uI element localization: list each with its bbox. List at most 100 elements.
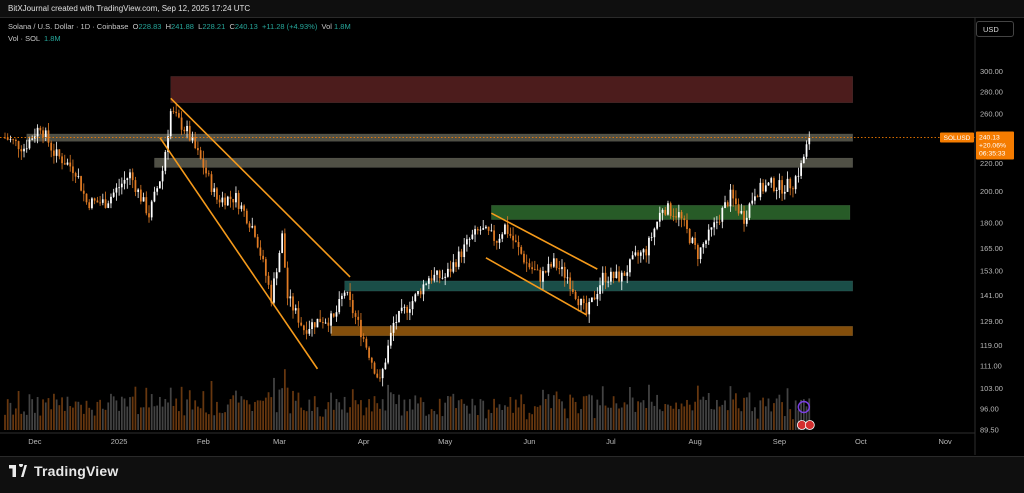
- volume-bar: [533, 406, 536, 430]
- volume-bar: [425, 415, 428, 430]
- volume-bar: [512, 412, 514, 430]
- candle-body: [571, 289, 574, 292]
- candle-body: [688, 228, 691, 243]
- candle-body: [354, 313, 357, 317]
- volume-bar: [571, 397, 574, 430]
- candle-body: [389, 332, 392, 346]
- symbol-name[interactable]: Solana / U.S. Dollar · 1D · Coinbase: [8, 22, 129, 31]
- currency-selector[interactable]: USD: [976, 21, 1014, 37]
- volume-bar: [667, 404, 669, 430]
- volume-bar: [381, 399, 384, 430]
- candle-body: [485, 226, 487, 229]
- volume-bar: [629, 386, 631, 430]
- volume-bar: [797, 410, 800, 430]
- volume-bar: [332, 409, 335, 430]
- candle-body: [607, 281, 610, 283]
- candle-body: [370, 357, 373, 363]
- volume-bar: [509, 396, 512, 430]
- candle-body: [495, 240, 498, 243]
- candle-body: [604, 272, 607, 283]
- volume-bar: [25, 414, 28, 430]
- candle-body: [226, 196, 229, 206]
- candle-body: [789, 178, 792, 189]
- volume-bar: [237, 402, 240, 430]
- volume-bar: [240, 396, 243, 430]
- volume-bar: [351, 389, 354, 430]
- volume-bar: [294, 400, 297, 430]
- candle-body: [506, 224, 509, 234]
- volume-bar: [72, 407, 74, 430]
- volume-bar: [63, 410, 66, 430]
- volume-bar: [69, 406, 72, 430]
- volume-sub-label[interactable]: Vol · SOL: [8, 34, 40, 43]
- candle-body: [278, 252, 281, 273]
- volume-bar: [582, 396, 585, 430]
- candle-body: [39, 127, 42, 131]
- x-tick-label: Dec: [28, 437, 42, 446]
- candle-body: [452, 262, 455, 272]
- volume-bar: [254, 401, 256, 430]
- volume-bar: [319, 416, 322, 430]
- price-chart[interactable]: 300.00280.00260.00240.00220.00200.00180.…: [0, 17, 1024, 455]
- volume-bar: [759, 400, 762, 430]
- candle-body: [115, 187, 118, 193]
- volume-bar: [414, 395, 417, 430]
- candle-body: [591, 297, 593, 303]
- ticker-badge: [940, 132, 974, 143]
- last-price-change: +20.06%: [979, 142, 1006, 149]
- volume-bar: [262, 400, 265, 430]
- volume-bar: [188, 390, 191, 430]
- candle-body: [735, 198, 737, 205]
- volume-bar: [278, 389, 281, 430]
- volume-bar: [264, 397, 267, 430]
- y-tick-label: 89.50: [980, 426, 999, 435]
- volume-bar: [259, 400, 262, 430]
- volume-bar: [360, 400, 362, 430]
- candle-body: [229, 196, 232, 199]
- candle-body: [286, 267, 289, 299]
- volume-bar: [686, 399, 688, 430]
- volume-bar: [232, 395, 235, 430]
- volume-bar: [55, 399, 58, 430]
- volume-bar: [91, 409, 93, 430]
- y-tick-label: 220.00: [980, 159, 1003, 168]
- candle-body: [91, 198, 93, 209]
- candle-body: [63, 163, 66, 165]
- candle-body: [802, 156, 805, 164]
- volume-bar: [808, 398, 811, 430]
- volume-bar: [218, 412, 221, 430]
- volume-bar: [669, 405, 672, 430]
- volume-bar: [591, 395, 593, 430]
- x-tick-label: Aug: [688, 437, 701, 446]
- volume-bar: [675, 402, 678, 430]
- volume-bar: [792, 419, 794, 430]
- candle-body: [498, 238, 501, 243]
- volume-bar: [756, 418, 759, 430]
- candle-body: [561, 266, 563, 270]
- volume-bar: [74, 401, 77, 430]
- volume-bar: [656, 394, 658, 430]
- candle-body: [639, 252, 642, 256]
- candle-body: [9, 139, 12, 141]
- volume-bar: [226, 404, 229, 430]
- volume-bar: [183, 415, 186, 430]
- candle-body: [360, 319, 362, 338]
- candle-body: [292, 296, 294, 311]
- candle-body: [542, 271, 544, 282]
- volume-bar: [593, 418, 596, 430]
- candle-body: [216, 188, 218, 200]
- candle-body: [623, 272, 626, 276]
- volume-bar: [547, 394, 550, 430]
- candle-body: [474, 229, 476, 235]
- volume-bar: [637, 401, 639, 430]
- volume-bar: [800, 399, 802, 430]
- volume-bar: [256, 400, 259, 430]
- candle-body: [449, 268, 452, 272]
- x-tick-label: Jul: [606, 437, 616, 446]
- volume-bar: [455, 408, 457, 430]
- candle-body: [169, 111, 172, 137]
- volume-bar: [604, 405, 607, 430]
- candle-body: [563, 266, 566, 278]
- candle-body: [455, 262, 457, 267]
- candle-body: [419, 291, 422, 295]
